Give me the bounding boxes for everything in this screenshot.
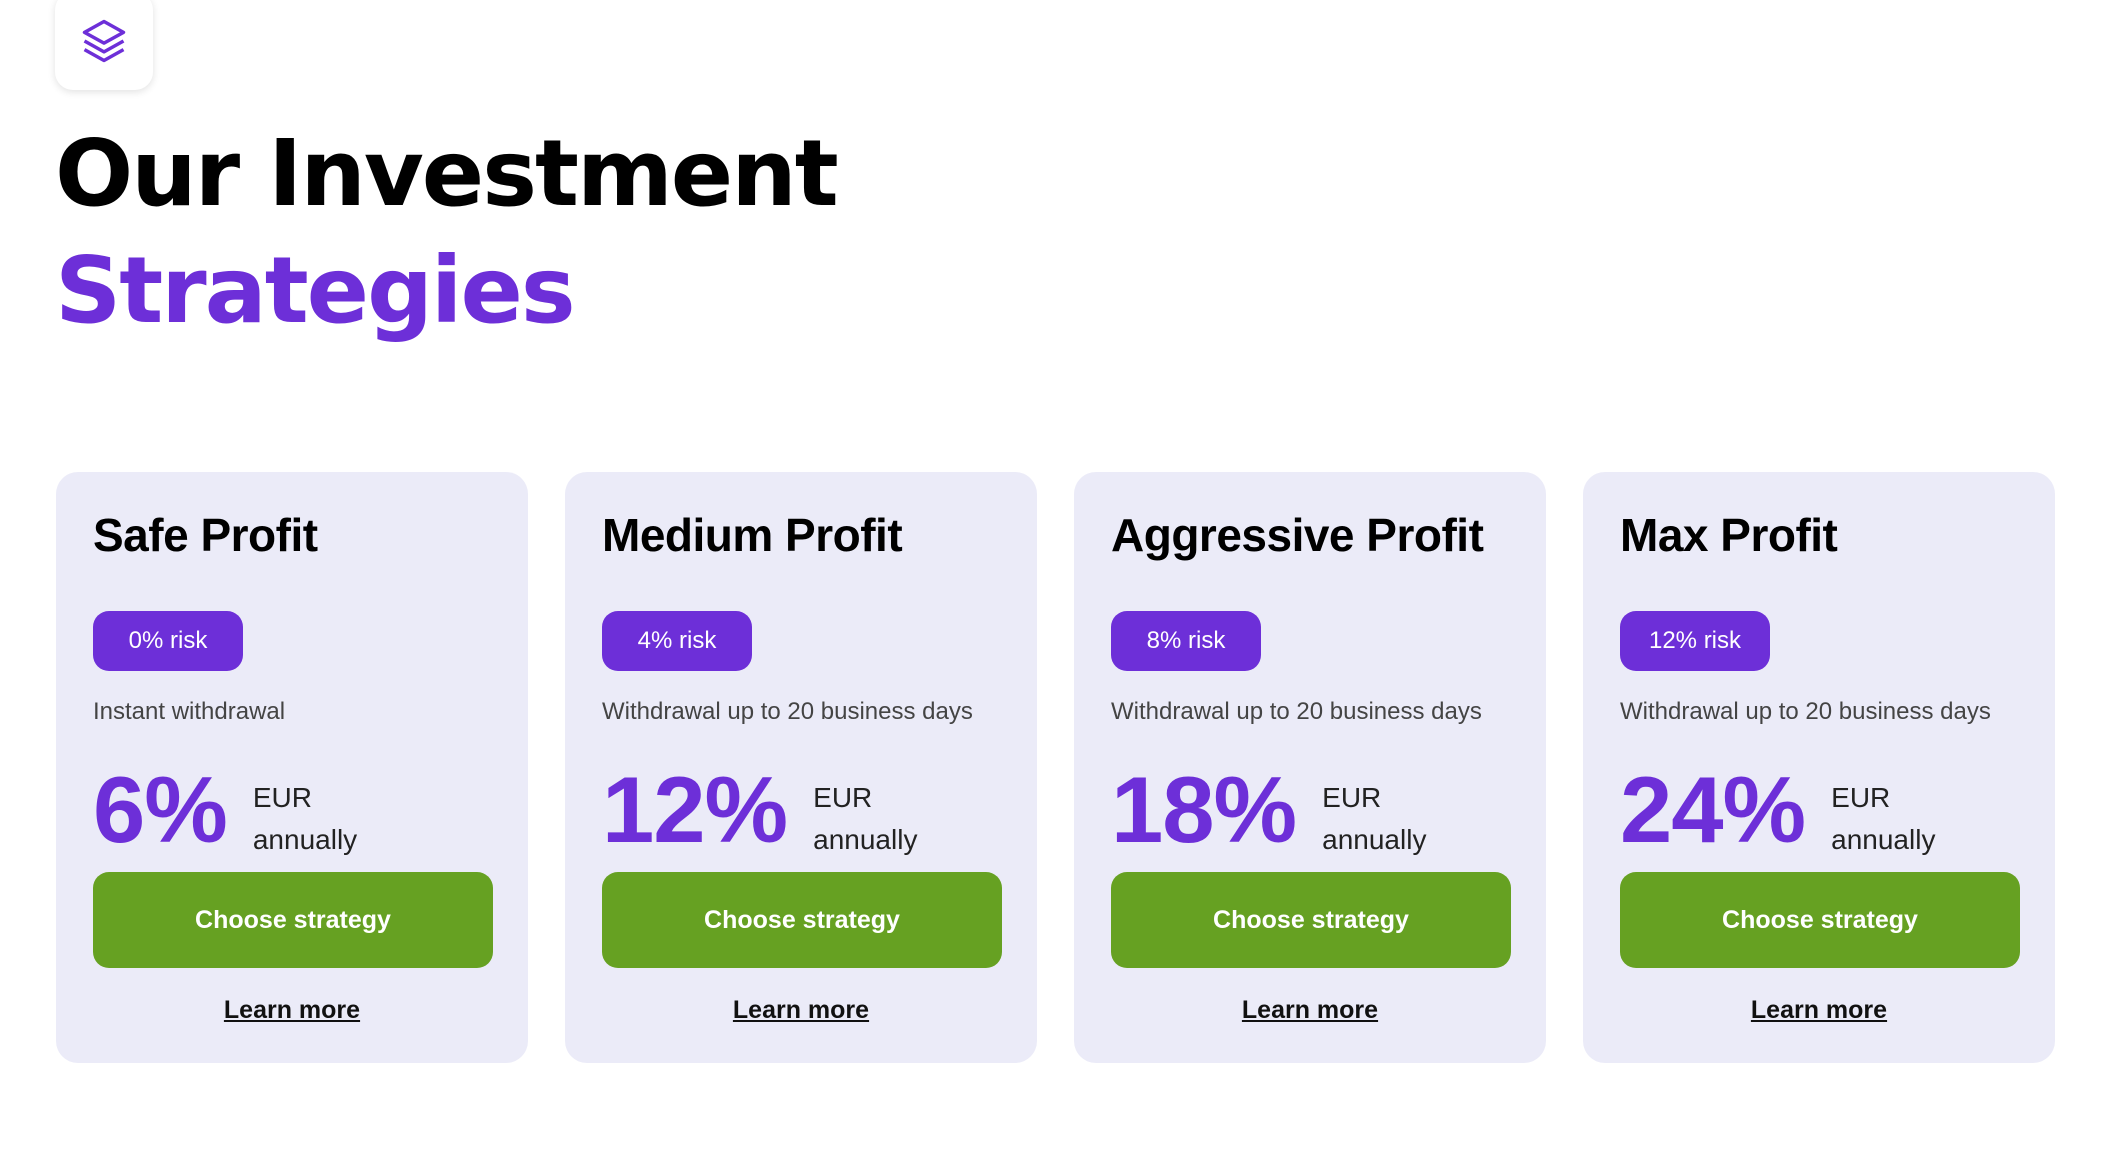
rate: 6%: [93, 757, 228, 862]
choose-button[interactable]: Choose strategy: [93, 872, 493, 968]
withdrawal-info: Instant withdrawal: [93, 698, 286, 725]
choose-button[interactable]: Choose strategy: [1111, 872, 1511, 968]
risk-badge: 4% risk: [602, 611, 752, 671]
title-highlight: Strategies: [55, 237, 576, 344]
currency: EUR: [1831, 782, 1891, 813]
strategy-card: Safe Profit 0% risk Instant withdrawal 6% EU…: [56, 472, 528, 1063]
period: annually: [252, 824, 358, 855]
currency: EUR: [813, 782, 873, 813]
withdrawal-info: Withdrawal up to 20 business days: [1620, 698, 1991, 725]
period: annually: [1831, 824, 1936, 855]
rate: 18%: [1111, 757, 1297, 862]
rate: 24%: [1620, 757, 1806, 862]
risk-badge: 0% risk: [93, 611, 243, 671]
logo-icon: [82, 19, 126, 63]
strategy-card: Medium Profit 4% risk Withdrawal up to 20 …: [565, 472, 1037, 1063]
learn-more-link[interactable]: Learn more: [1241, 996, 1379, 1024]
logo[interactable]: [55, 0, 153, 90]
risk-badge: 8% risk: [1111, 611, 1261, 671]
card-title: Aggressive Profit: [1111, 509, 1484, 561]
title-line: Our Investment: [55, 120, 839, 227]
learn-more-link[interactable]: Learn more: [1750, 996, 1888, 1024]
choose-button[interactable]: Choose strategy: [602, 872, 1002, 968]
rate: 12%: [602, 757, 788, 862]
card-title: Medium Profit: [602, 509, 903, 561]
choose-button[interactable]: Choose strategy: [1620, 872, 2020, 968]
risk-badge: 12% risk: [1620, 611, 1770, 671]
card-title: Max Profit: [1620, 509, 1838, 561]
card-title: Safe Profit: [93, 509, 318, 561]
currency: EUR: [1322, 782, 1382, 813]
withdrawal-info: Withdrawal up to 20 business days: [1111, 698, 1482, 725]
currency: EUR: [252, 782, 312, 813]
strategy-card: Aggressive Profit 8% risk Withdrawal up to…: [1074, 472, 1546, 1063]
strategy-card: Max Profit 12% risk Withdrawal up to 20 bu…: [1583, 472, 2055, 1063]
period: annually: [1322, 824, 1427, 855]
learn-more-link[interactable]: Learn more: [732, 996, 870, 1024]
withdrawal-info: Withdrawal up to 20 business days: [602, 698, 973, 725]
learn-more-link[interactable]: Learn more: [223, 996, 361, 1024]
period: annually: [813, 824, 918, 855]
